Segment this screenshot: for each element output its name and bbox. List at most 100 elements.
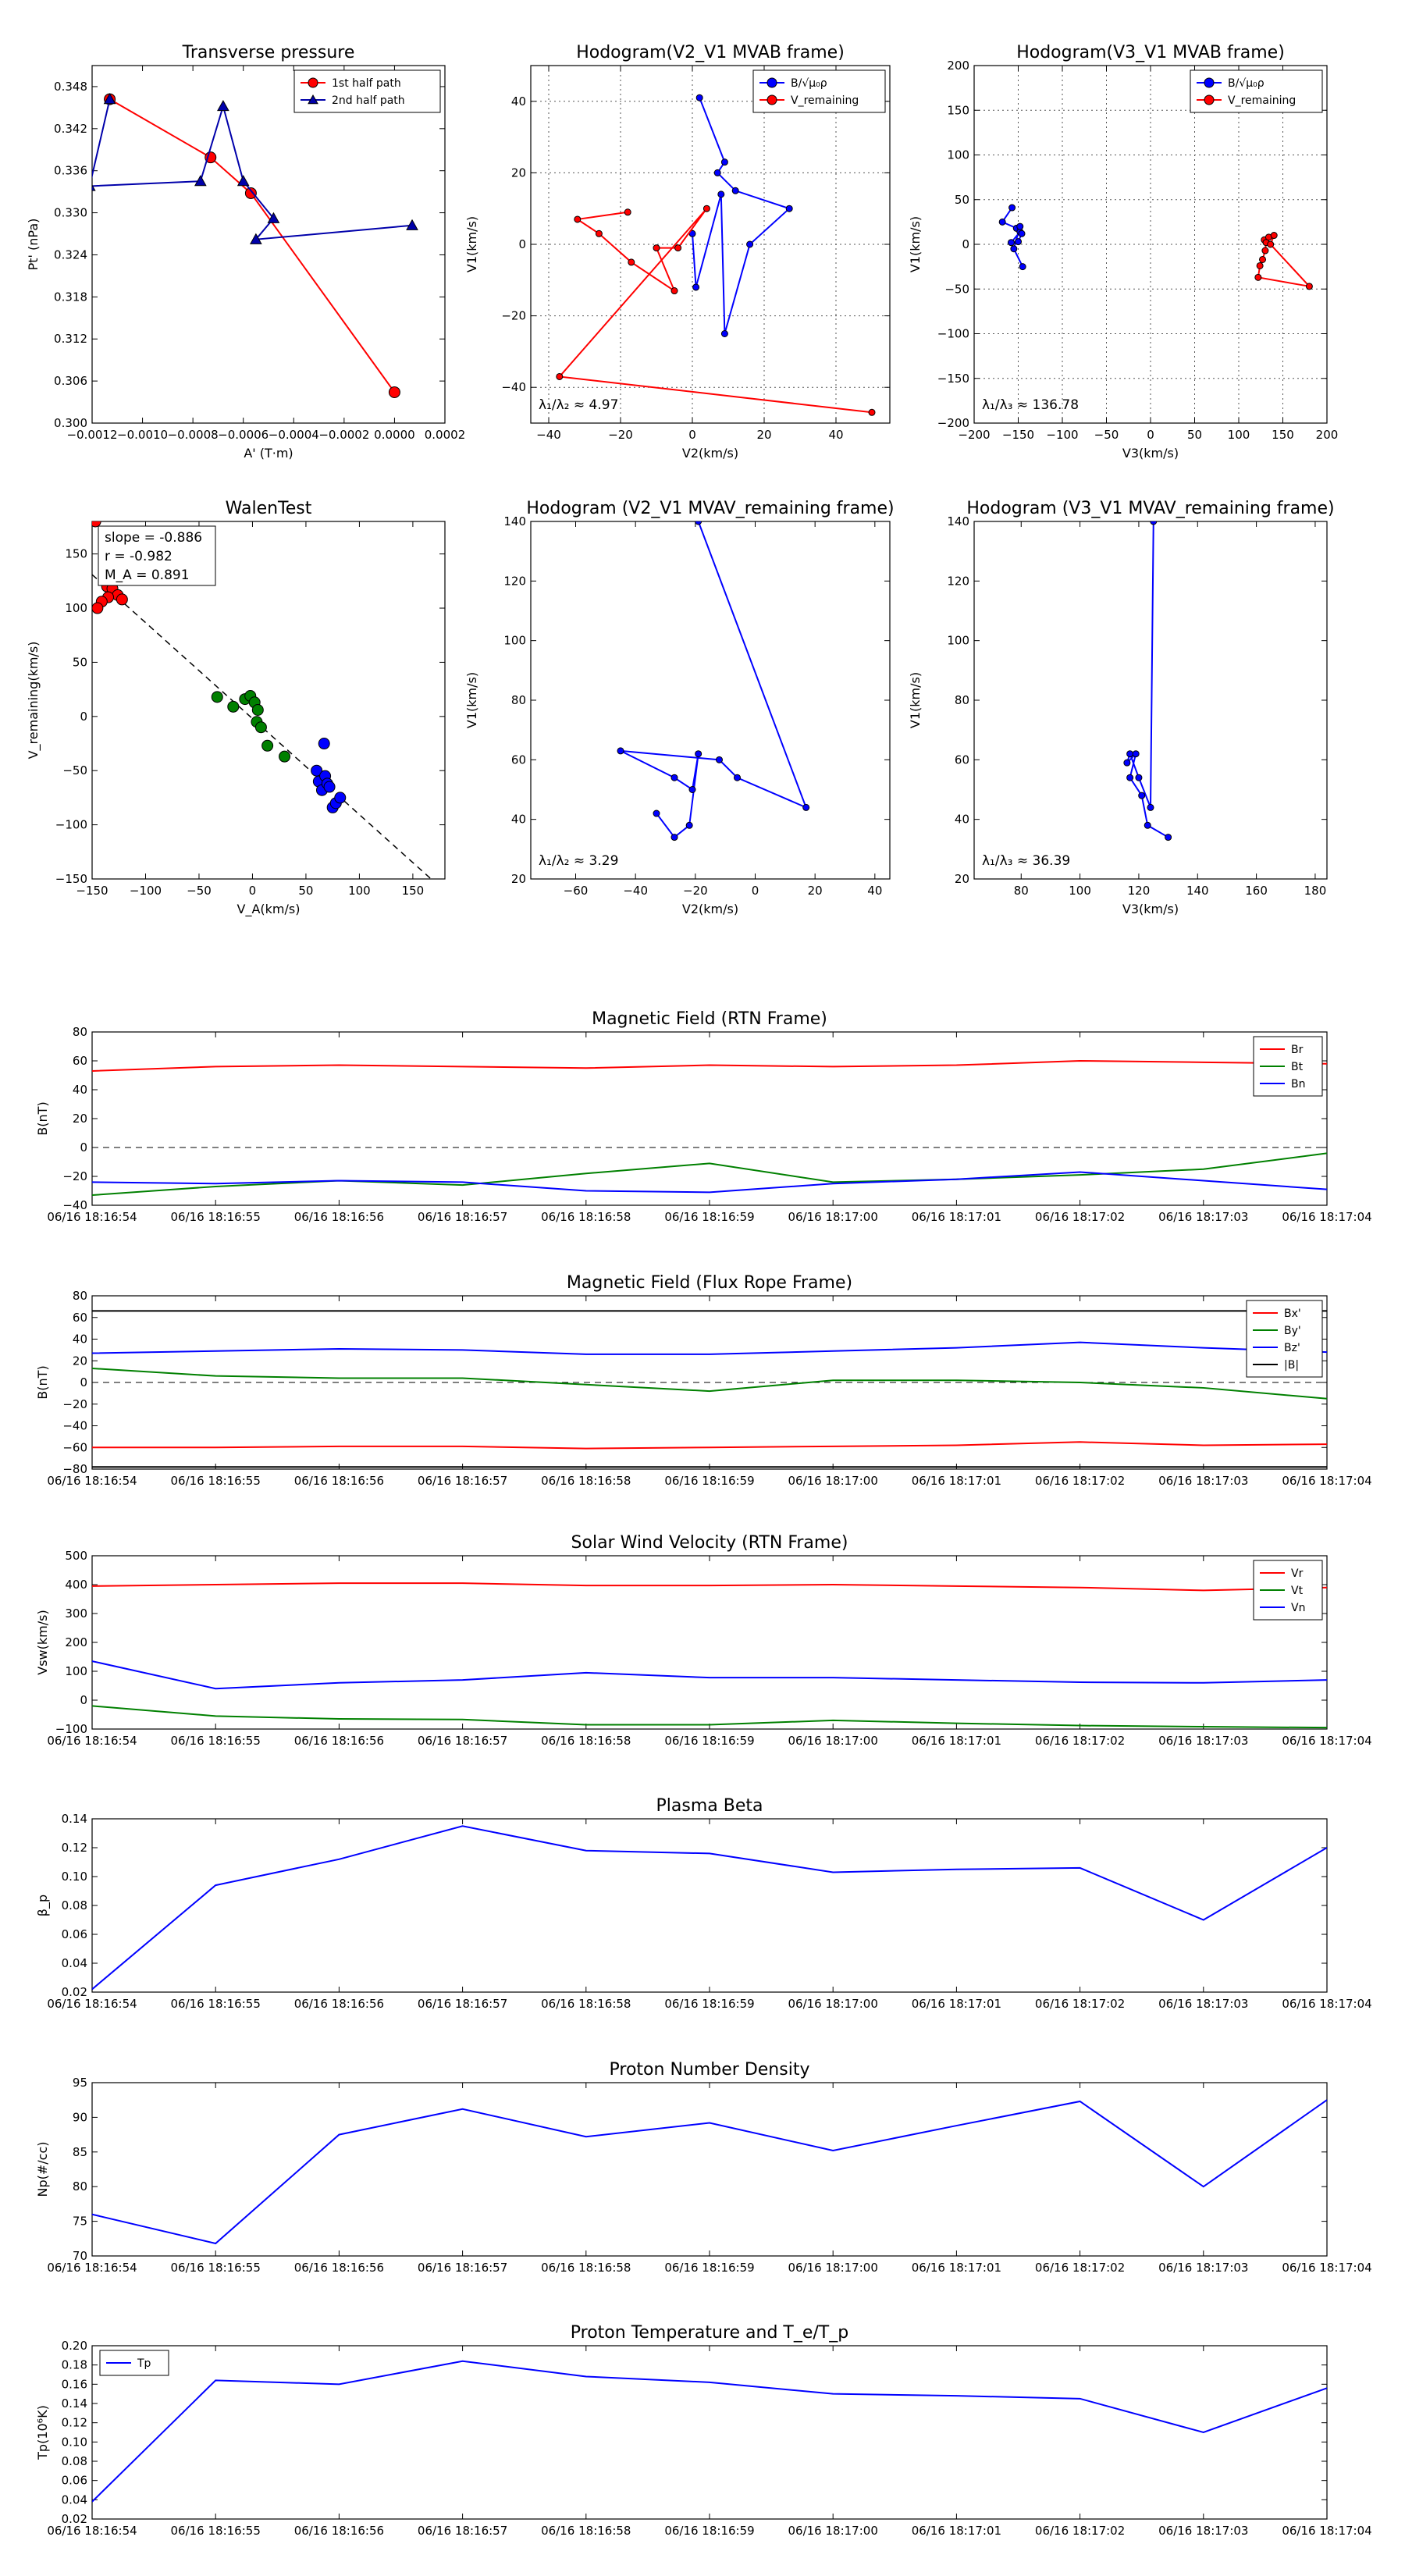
y-tick-label: 85 — [73, 2145, 87, 2159]
legend-label: Bz' — [1284, 1342, 1300, 1354]
annotation-line: slope = -0.886 — [105, 530, 202, 546]
x-tick-label: −0.0010 — [117, 428, 168, 442]
x-tick-label: 0.0002 — [425, 428, 466, 442]
data-point — [251, 703, 264, 716]
data-point — [1015, 238, 1022, 246]
x-tick-label: −40 — [536, 428, 561, 442]
legend-label: Bx' — [1284, 1308, 1301, 1320]
data-point — [617, 747, 624, 755]
x-tick-label: 120 — [1128, 884, 1151, 898]
y-tick-label: 75 — [73, 2215, 87, 2229]
annotation: λ₁/λ₂ ≈ 3.29 — [539, 853, 618, 869]
y-tick-label: 0.312 — [54, 332, 87, 346]
x-tick-label: 100 — [1228, 428, 1250, 442]
data-point — [323, 781, 336, 793]
data-point — [1123, 759, 1131, 767]
legend-box — [293, 69, 441, 113]
x-tick-label: 100 — [348, 884, 371, 898]
x-tick-label: 06/16 18:16:58 — [541, 1734, 631, 1748]
y-tick-label: 200 — [947, 59, 969, 73]
x-tick-label: 06/16 18:17:04 — [1282, 2261, 1371, 2275]
series-line — [1126, 521, 1169, 838]
data-point — [237, 175, 250, 187]
data-point — [695, 521, 702, 525]
data-point — [574, 215, 582, 223]
y-tick-label: 80 — [73, 2179, 87, 2194]
data-point — [217, 100, 229, 112]
x-tick-label: 06/16 18:16:59 — [664, 1210, 754, 1224]
x-tick-label: 06/16 18:16:55 — [171, 1474, 261, 1488]
annotation: λ₁/λ₃ ≈ 136.78 — [982, 397, 1079, 413]
plot-area — [92, 1582, 1327, 1729]
annotation-line: M_A = 0.891 — [105, 568, 190, 583]
data-point — [1016, 222, 1024, 230]
x-tick-label: 06/16 18:16:55 — [171, 2524, 261, 2538]
chart-h4: 80 100 120 140 160 18020406080100120140Hodogr… — [908, 499, 1335, 916]
data-point — [1018, 229, 1026, 237]
x-tick-label: 06/16 18:16:55 — [171, 1210, 261, 1224]
x-tick-label: 06/16 18:17:03 — [1158, 1997, 1248, 2011]
x-tick-label: −50 — [1094, 428, 1119, 442]
data-point — [746, 240, 754, 248]
y-tick-label: −50 — [944, 282, 969, 296]
chart-title: Hodogram (V3_V1 MVAV_remaining frame) — [966, 499, 1334, 518]
plot-frame — [973, 65, 1328, 424]
y-tick-label: −80 — [62, 1462, 87, 1476]
data-point — [628, 258, 635, 266]
chart-title: Solar Wind Velocity (RTN Frame) — [571, 1533, 848, 1553]
plot-frame — [530, 65, 891, 424]
x-tick-label: −60 — [564, 884, 589, 898]
data-point — [1254, 273, 1262, 281]
data-point — [802, 803, 810, 811]
data-point — [1270, 232, 1278, 240]
y-tick-label: 0.12 — [62, 2416, 87, 2430]
y-axis-label: V1(km/s) — [908, 672, 923, 728]
y-tick-label: 50 — [955, 193, 969, 207]
x-axis-label: V3(km/s) — [1122, 902, 1179, 916]
y-tick-label: 500 — [65, 1549, 87, 1563]
plot-area — [92, 1310, 1327, 1468]
data-point — [653, 809, 660, 817]
series-line — [92, 1582, 1327, 1592]
y-tick-label: 40 — [511, 813, 526, 827]
y-axis-label: Pt' (nPa) — [26, 219, 41, 271]
x-tick-label: −150 — [76, 884, 108, 898]
y-tick-label: 0.324 — [54, 247, 87, 262]
data-point — [1008, 204, 1016, 212]
y-axis-label: V1(km/s) — [464, 672, 479, 728]
x-tick-label: 20 — [756, 428, 771, 442]
data-point — [685, 821, 693, 829]
data-point — [1144, 821, 1151, 829]
legend: B/√μ₀ρ V_remaining — [1190, 69, 1323, 113]
data-point — [1007, 239, 1015, 247]
legend: 1st half path 2nd half path — [293, 69, 441, 113]
x-tick-label: 06/16 18:17:00 — [788, 1734, 878, 1748]
y-tick-label: 120 — [947, 574, 969, 588]
series-line — [92, 1152, 1327, 1197]
y-tick-label: 0 — [80, 710, 87, 724]
data-point — [1256, 262, 1264, 269]
x-tick-label: 50 — [298, 884, 313, 898]
x-tick-label: 06/16 18:17:02 — [1035, 1210, 1125, 1224]
y-tick-label: −100 — [55, 818, 87, 832]
x-tick-label: 06/16 18:17:04 — [1282, 1734, 1371, 1748]
plot-frame — [91, 2345, 1328, 2520]
x-tick-label: 0 — [1147, 428, 1154, 442]
y-tick-label: 0.06 — [62, 2474, 87, 2488]
x-tick-label: 06/16 18:17:04 — [1282, 1997, 1371, 2011]
y-tick-label: 0 — [80, 1375, 87, 1389]
y-tick-label: 0 — [518, 237, 526, 251]
x-tick-label: 06/16 18:16:59 — [664, 2261, 754, 2275]
x-tick-label: −20 — [608, 428, 633, 442]
x-tick-label: 06/16 18:17:01 — [912, 1997, 1001, 2011]
y-tick-label: 80 — [511, 693, 526, 707]
legend-box — [1190, 69, 1323, 113]
y-tick-label: −100 — [937, 327, 969, 341]
x-tick-label: 06/16 18:16:55 — [171, 2261, 261, 2275]
chart-h1: −40 −20 0 20 40 −40 −20 0 20 40 Hodogram(V2_V1 MVA… — [464, 43, 891, 461]
series-line — [92, 1367, 1327, 1400]
y-tick-label: 0.06 — [62, 1927, 87, 1941]
plot-frame — [91, 1818, 1328, 1993]
data-point — [1267, 240, 1275, 248]
x-tick-label: −150 — [1002, 428, 1034, 442]
